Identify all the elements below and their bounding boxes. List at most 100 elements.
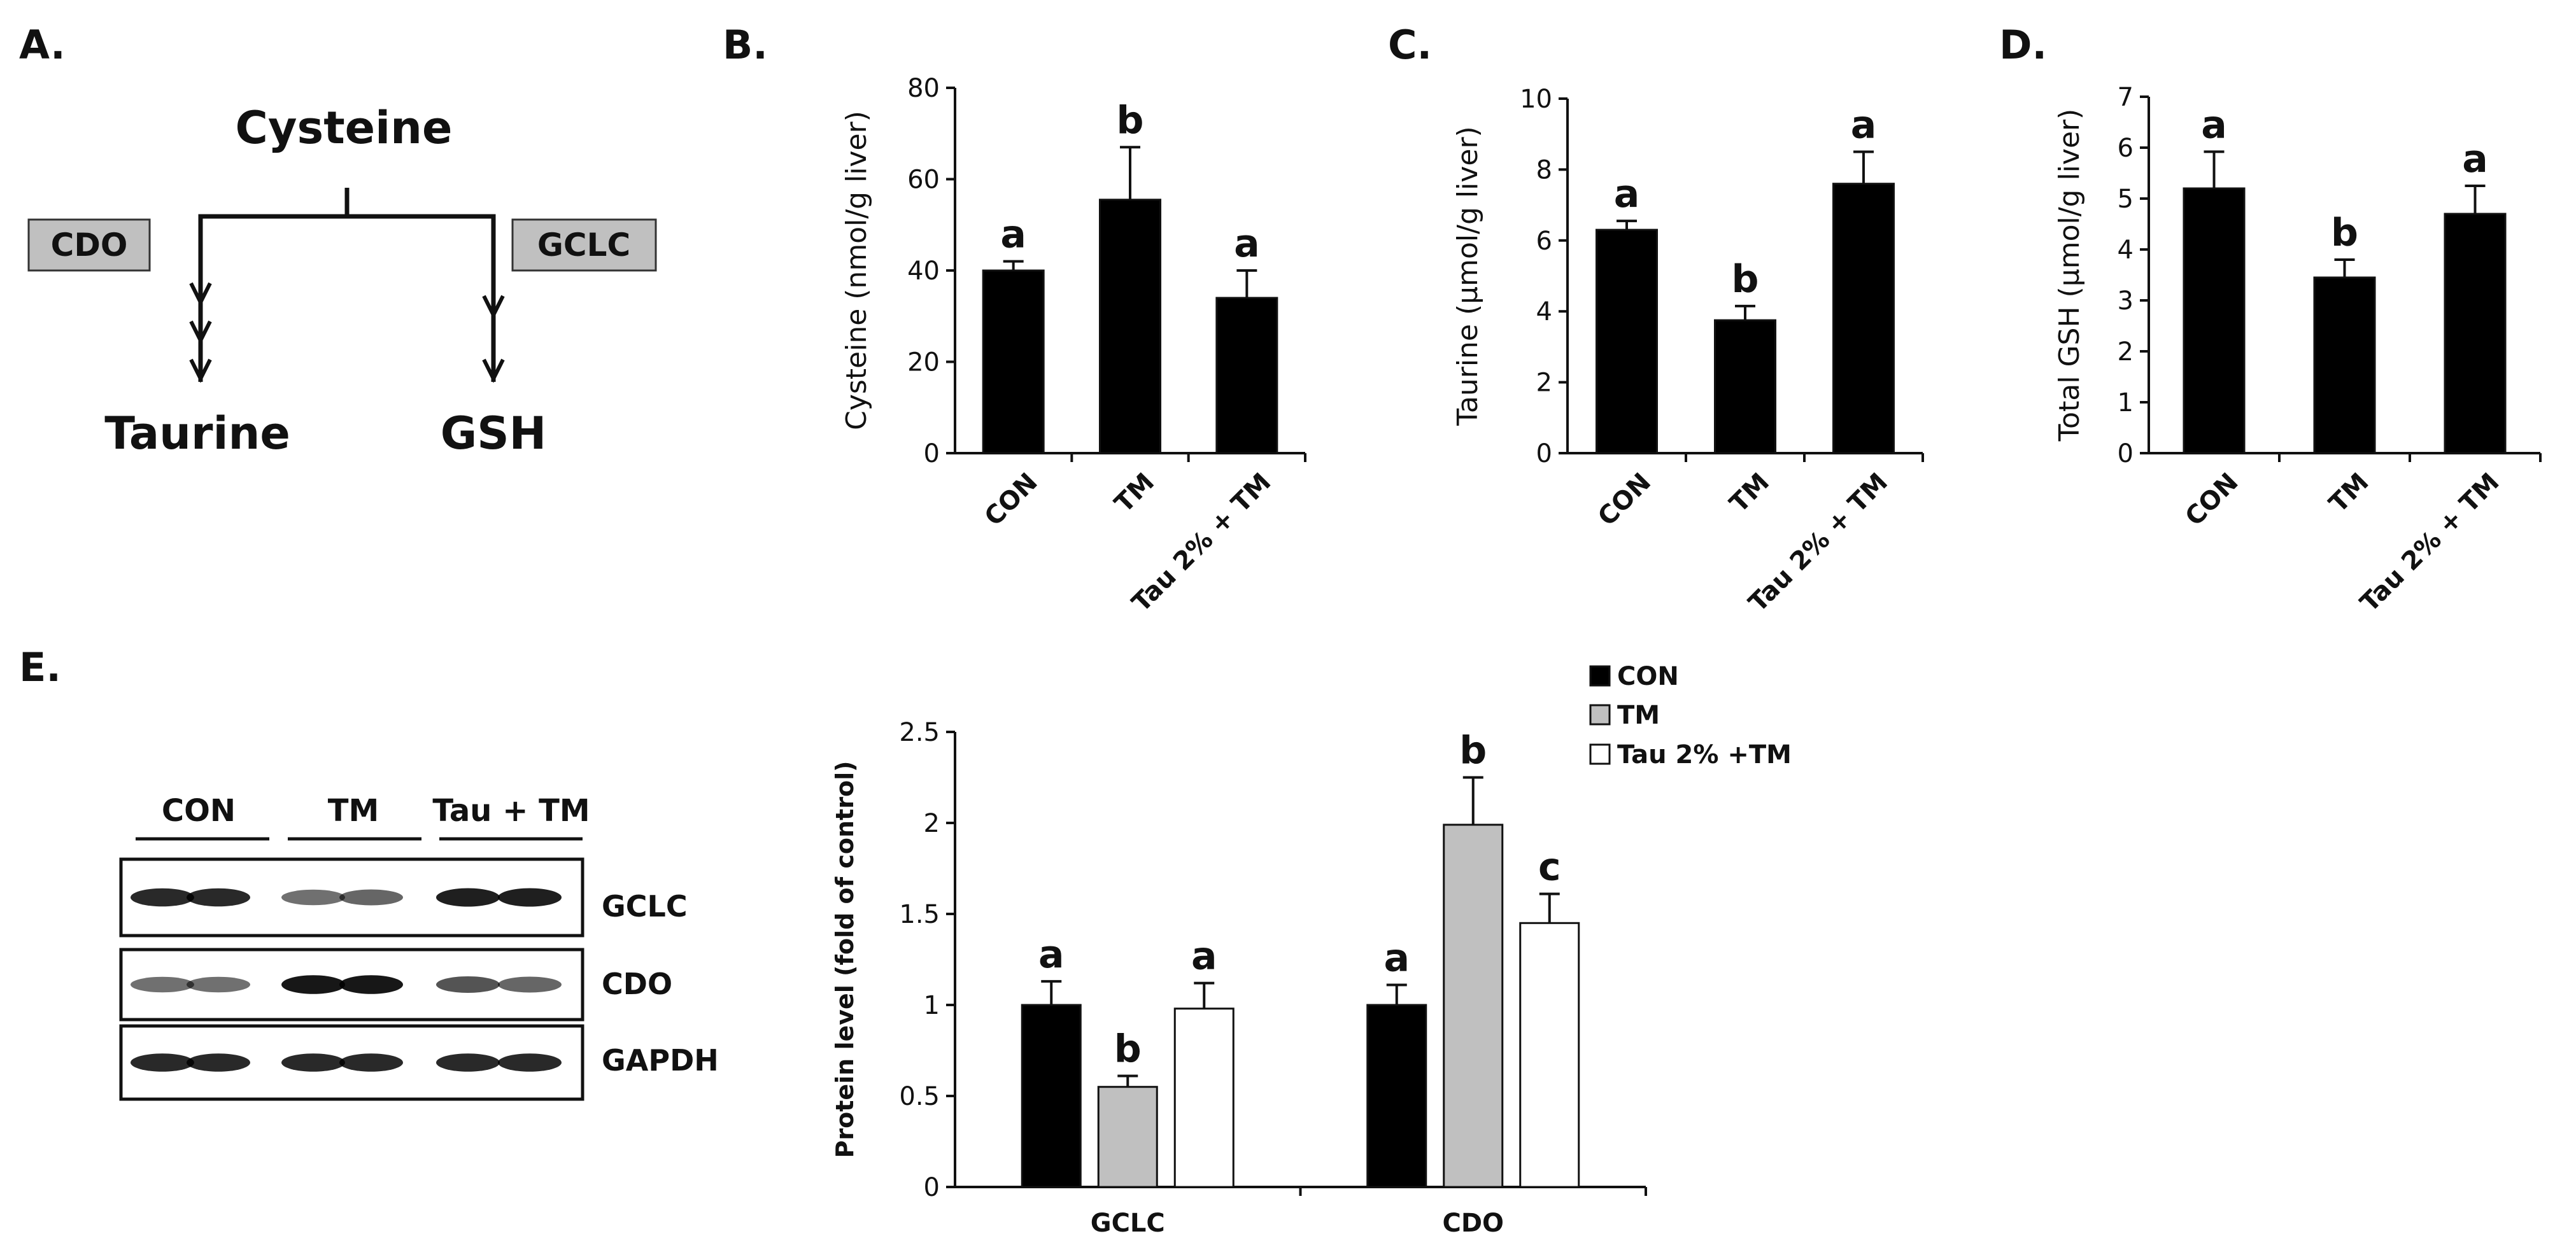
blot-band-gclc-6: [498, 888, 562, 907]
bar-gclc-tm: [1097, 1086, 1158, 1188]
y-tick-label: 0: [924, 1173, 940, 1202]
blot-band-cdo-2: [187, 976, 250, 993]
y-tick-label: 3: [2118, 286, 2134, 316]
y-tick-label: 8: [1536, 155, 1552, 185]
y-tick-label: 4: [1536, 297, 1552, 327]
sig-letter-tm: b: [1732, 257, 1759, 302]
y-tick-label: 40: [907, 256, 940, 286]
blot-band-gapdh-2: [187, 1053, 250, 1072]
blot-band-gclc-1: [131, 888, 194, 907]
y-axis-label: Protein level (fold of control): [831, 761, 859, 1158]
western-blot: CON TM Tau + TM GCLC CDO GAPDH: [119, 793, 719, 1101]
chart-d: 0 1 2 3 4 5 6 7 Total GSH (μmol/g liver) a CON b TM a…: [2053, 83, 2542, 618]
legend-swatch-con: [1589, 665, 1611, 687]
legend-swatch-tau-tm: [1589, 743, 1611, 765]
y-tick-label: 60: [907, 165, 940, 195]
bar-gclc-tau-2-tm: [1173, 1008, 1235, 1188]
right-arrow-chain: [482, 295, 505, 383]
x-tick-label-con: CON: [2180, 468, 2244, 532]
blot-band-gapdh-4: [339, 1053, 403, 1072]
bar-tau-2-tm: [2444, 213, 2507, 454]
blot-band-gapdh-6: [498, 1053, 562, 1072]
panel-label-a: A.: [19, 22, 66, 68]
y-tick-label: 0.5: [899, 1082, 940, 1111]
bar-tm: [1099, 199, 1161, 454]
gclc-enzyme-label: GCLC: [537, 227, 630, 263]
y-tick-label: 0: [924, 439, 940, 468]
sig-letter-con: a: [2201, 102, 2227, 147]
pathway-diagram: Cysteine CDO GCLC Taurine GSH: [27, 102, 657, 460]
legend: CON TM Tau 2% +TM: [1589, 662, 1792, 769]
sig-letter-tau-2-tm: a: [2462, 137, 2488, 181]
y-tick-label: 1: [2118, 388, 2134, 418]
x-tick-label-tm: TM: [2324, 468, 2375, 519]
sig-letter-cdo-tau-2-tm: c: [1538, 845, 1561, 890]
y-tick-label: 6: [2118, 134, 2134, 163]
y-tick-label: 0: [2118, 439, 2134, 468]
bar-cdo-tau-2-tm: [1519, 922, 1580, 1188]
bar-tm: [1714, 319, 1776, 454]
sig-letter-con: a: [1614, 172, 1640, 216]
x-tick-label-con: CON: [1592, 468, 1657, 532]
bar-tau-2-tm: [1832, 183, 1895, 454]
panel-label-d: D.: [1999, 22, 2047, 68]
sig-letter-tm: b: [1117, 98, 1144, 143]
y-tick-label: 2.5: [899, 718, 940, 747]
x-tick-label-cdo: CDO: [1442, 1209, 1504, 1238]
y-tick-label: 2: [2118, 337, 2134, 367]
bar-tm: [2313, 276, 2376, 454]
sig-letter-tau-2-tm: a: [1234, 221, 1260, 266]
blot-group-tau-tm: Tau + TM: [432, 793, 590, 829]
gsh-label: GSH: [441, 407, 546, 460]
y-tick-label: 4: [2118, 235, 2134, 265]
blot-band-cdo-4: [339, 975, 403, 994]
cysteine-label: Cysteine: [236, 102, 453, 154]
blot-band-cdo-6: [498, 976, 562, 993]
y-tick-label: 20: [907, 348, 940, 377]
chart-b: 0 20 40 60 80 Cysteine (nmol/g liver) a CON b TM a…: [840, 74, 1306, 618]
x-tick-label-gclc: GCLC: [1091, 1209, 1165, 1238]
blot-band-gclc-5: [436, 888, 500, 907]
y-tick-label: 7: [2118, 83, 2134, 112]
bar-tau-2-tm: [1215, 297, 1278, 454]
y-tick-label: 6: [1536, 227, 1552, 256]
blot-band-cdo-1: [131, 976, 194, 993]
bar-cdo-tm: [1443, 824, 1504, 1188]
blot-label-gapdh: GAPDH: [602, 1043, 719, 1078]
x-tick-label-tm: TM: [1109, 468, 1160, 519]
legend-swatch-tm: [1589, 704, 1611, 726]
blot-band-gclc-4: [339, 889, 403, 906]
sig-letter-gclc-con: a: [1038, 932, 1065, 977]
blot-band-gapdh-1: [131, 1053, 194, 1072]
x-tick-label-tau-2-tm: Tau 2% + TM: [2354, 468, 2505, 618]
gclc-enzyme-box: [511, 218, 657, 272]
blot-band-gclc-2: [187, 888, 250, 907]
legend-label-tm: TM: [1617, 701, 1660, 730]
y-axis-label: Cysteine (nmol/g liver): [840, 111, 873, 430]
bar-cdo-con: [1366, 1004, 1427, 1188]
blot-band-gapdh-3: [281, 1053, 345, 1072]
x-tick-label-tm: TM: [1724, 468, 1775, 519]
chart-e: 0 0.5 1 1.5 2 2.5 Protein level (fold of contr…: [831, 718, 1647, 1238]
y-tick-label: 10: [1520, 85, 1552, 114]
bar-con: [1596, 228, 1658, 454]
bar-con: [982, 269, 1045, 454]
blot-band-gclc-3: [281, 889, 345, 906]
sig-letter-cdo-tm: b: [1459, 729, 1487, 773]
blot-band-cdo-5: [436, 976, 500, 993]
x-tick-label-con: CON: [979, 468, 1044, 532]
blot-label-cdo: CDO: [602, 967, 672, 1001]
y-axis-label: Total GSH (μmol/g liver): [2053, 109, 2086, 442]
y-tick-label: 2: [924, 809, 940, 838]
blot-group-tm: TM: [328, 793, 379, 829]
blot-band-cdo-3: [281, 975, 345, 994]
sig-letter-con: a: [1000, 213, 1026, 257]
cdo-enzyme-label: CDO: [51, 227, 128, 263]
legend-label-tau-tm: Tau 2% +TM: [1617, 740, 1792, 769]
blot-group-con: CON: [162, 793, 236, 829]
y-tick-label: 1: [924, 991, 940, 1020]
blot-band-gapdh-5: [436, 1053, 500, 1072]
sig-letter-tau-2-tm: a: [1851, 103, 1877, 148]
